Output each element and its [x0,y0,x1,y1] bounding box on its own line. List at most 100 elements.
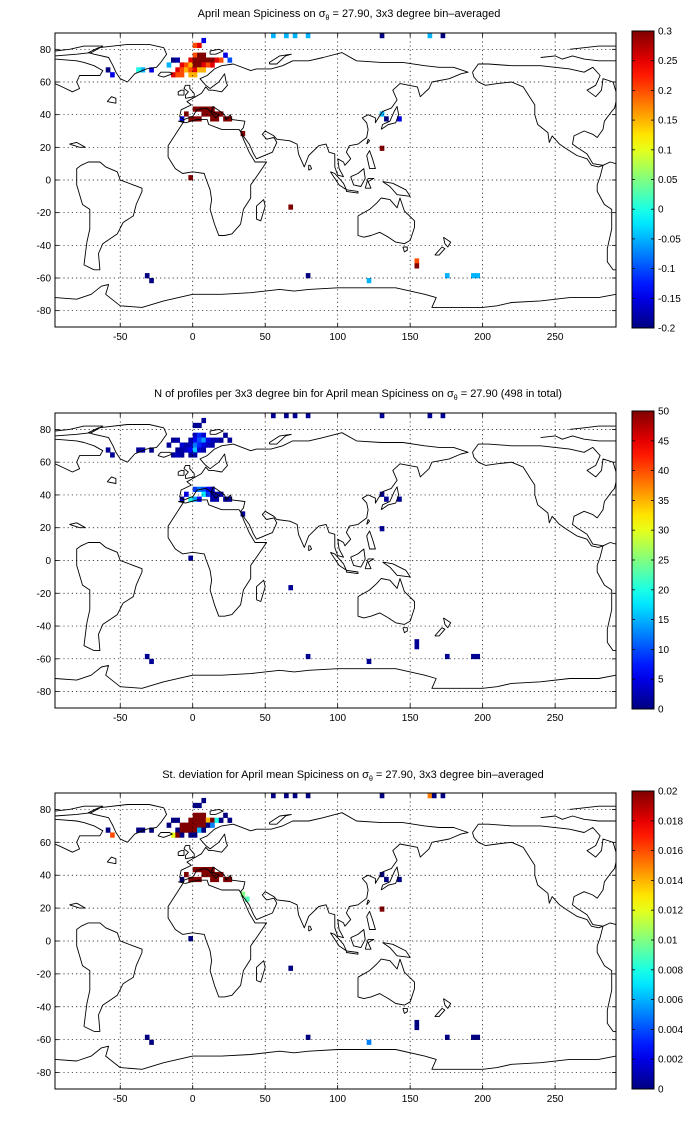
bin-cell [218,437,224,443]
colorbar [631,410,655,710]
bin-cell [188,832,194,838]
coastline [472,823,616,929]
bin-cell [205,57,211,63]
colorbar-tick-label: 0.006 [658,995,683,1006]
bin-cell [431,793,437,799]
bin-cell [201,797,207,804]
bin-cell [149,278,154,284]
bin-cell [305,273,311,279]
bin-cell [144,653,150,660]
coastline [380,106,400,130]
x-tick-label: 100 [329,1094,346,1105]
bin-cell [379,33,385,39]
coastline [596,542,616,652]
bin-cell [214,496,220,502]
bin-cell [288,204,294,210]
y-tick-label: 40 [40,490,52,501]
bin-cell [197,116,202,122]
bin-cell [414,1024,420,1031]
bin-cell [179,116,185,122]
bin-cell [170,817,176,823]
bin-cell [210,57,215,63]
coastline [55,805,104,817]
panel-profile-count: N of profiles per 3x3 degree bin for Apr… [37,388,670,724]
bin-cell [366,278,372,284]
coastline [350,168,366,187]
coastline [366,899,371,906]
coastline [87,43,168,83]
bin-cell [305,1034,311,1040]
bin-cell [175,447,180,453]
bin-cell [192,486,198,492]
bin-cell [201,106,207,112]
bin-cell [292,413,298,419]
bin-cell [201,812,207,818]
bin-cell [149,658,154,665]
bin-cell [379,906,385,912]
bin-cell [136,447,141,453]
bin-cell [292,793,298,799]
bin-cell [201,442,207,448]
bin-cell [366,1039,372,1045]
bin-cell [240,511,246,517]
bin-cell [284,793,289,799]
bin-cell [227,57,233,63]
bin-cell [305,793,311,799]
bin-cell [201,871,207,878]
bin-cell [379,491,385,497]
bin-cell [197,442,202,448]
coastline [540,815,616,822]
y-tick-label: 40 [40,110,52,121]
bin-cell [175,832,180,838]
y-tick-label: 60 [40,838,52,849]
y-tick-label: 80 [40,45,52,56]
bin-cell [379,526,385,532]
bin-cell [223,52,228,58]
bin-cell [427,33,433,39]
chart-title: St. deviation for April mean Spiciness o… [162,769,544,783]
bin-cell [188,175,194,181]
colorbar-tick-label: 0.002 [658,1055,683,1066]
bin-cell [397,876,402,883]
coastline [177,89,185,96]
coastline [443,236,452,248]
colorbar-tick-label: -0.2 [658,324,676,335]
bin-cell [201,111,207,117]
coastline [308,925,313,932]
coastline [402,627,408,634]
y-tick-label: -40 [37,622,52,633]
bin-cell [201,437,207,443]
colorbar-tick-label: 10 [658,645,670,656]
y-tick-label: 80 [40,425,52,436]
bin-cell [192,802,198,809]
bin-cell [384,876,389,883]
bin-cell [175,437,180,443]
x-tick-label: 50 [260,713,272,724]
colorbar-tick-label: 35 [658,496,670,507]
coastline [357,578,415,625]
coastline [269,433,292,445]
bin-cell [179,827,185,833]
bin-cell [179,442,185,448]
bin-cell [197,422,202,429]
bin-cell [192,57,198,63]
bin-cell [170,832,176,838]
coastline [183,845,195,860]
bin-cell [170,452,176,458]
colorbar-tick-label: 0.25 [658,56,678,67]
bin-cell [184,871,189,878]
bin-cell [197,62,202,68]
coastline [106,856,117,865]
x-tick-label: 250 [547,332,564,343]
coastline [472,443,616,548]
chart-title: April mean Spiciness on σθ = 27.90, 3x3 … [198,8,501,22]
coastline [256,199,266,222]
bin-cell [192,496,198,502]
bin-cell [197,447,202,453]
bin-cell [214,437,220,443]
bin-cell [218,57,224,63]
bin-cell [288,965,294,971]
bin-cell [205,442,211,448]
y-tick-label: -80 [37,687,52,698]
coastline [366,530,376,550]
